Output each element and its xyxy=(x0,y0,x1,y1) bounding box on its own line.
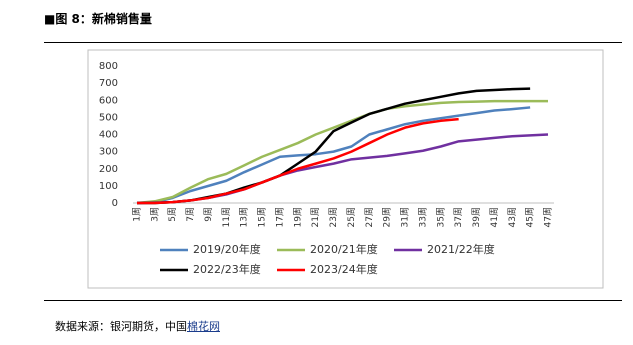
y-tick-label: 800 xyxy=(99,61,118,72)
x-tick-label: 31周 xyxy=(400,207,411,227)
y-tick-label: 0 xyxy=(112,198,118,209)
x-tick-label: 27周 xyxy=(364,207,375,227)
x-tick-label: 47周 xyxy=(543,207,554,227)
legend-label: 2021/22年度 xyxy=(427,242,495,256)
rule xyxy=(44,42,622,43)
x-tick-label: 15周 xyxy=(257,207,268,227)
series-line xyxy=(137,117,459,205)
x-tick-label: 11周 xyxy=(221,207,232,227)
legend-label: 2019/20年度 xyxy=(193,242,261,256)
y-tick-label: 700 xyxy=(99,78,118,89)
x-tick-label: 25周 xyxy=(346,207,357,227)
legend-label: 2023/24年度 xyxy=(310,262,378,276)
y-tick-label: 300 xyxy=(99,147,118,158)
x-tick-label: 3周 xyxy=(149,207,160,222)
x-tick-label: 43周 xyxy=(507,207,518,227)
series-line xyxy=(136,99,548,205)
series-line xyxy=(136,106,531,205)
x-tick-label: 33周 xyxy=(417,207,428,227)
rule xyxy=(44,300,622,301)
y-tick-label: 500 xyxy=(99,112,118,123)
source-text: 数据来源：银河期货，中国 xyxy=(55,320,187,333)
x-tick-label: 19周 xyxy=(292,207,303,227)
x-tick-label: 1周 xyxy=(132,207,143,222)
x-tick-label: 17周 xyxy=(274,207,285,227)
x-tick-label: 45周 xyxy=(525,207,536,227)
x-tick-label: 21周 xyxy=(310,207,321,227)
source-link[interactable]: 棉花网 xyxy=(187,320,220,333)
x-tick-label: 7周 xyxy=(185,207,196,222)
x-tick-label: 29周 xyxy=(382,207,393,227)
x-tick-label: 9周 xyxy=(203,207,214,222)
x-tick-label: 5周 xyxy=(167,207,178,222)
x-tick-label: 37周 xyxy=(453,207,464,227)
y-tick-label: 100 xyxy=(99,181,118,192)
figure-title: ■图 8：新棉销售量 xyxy=(44,12,152,26)
y-tick-label: 600 xyxy=(99,95,118,106)
x-tick-label: 39周 xyxy=(471,207,482,227)
x-tick-label: 23周 xyxy=(328,207,339,227)
source: 数据来源：银河期货，中国棉花网 xyxy=(55,318,220,334)
x-tick-label: 35周 xyxy=(435,207,446,227)
legend-label: 2020/21年度 xyxy=(310,242,378,256)
y-tick-label: 400 xyxy=(99,130,118,141)
x-tick-label: 13周 xyxy=(239,207,250,227)
x-tick-label: 41周 xyxy=(489,207,500,227)
y-tick-label: 200 xyxy=(99,164,118,175)
legend-label: 2022/23年度 xyxy=(193,262,261,276)
